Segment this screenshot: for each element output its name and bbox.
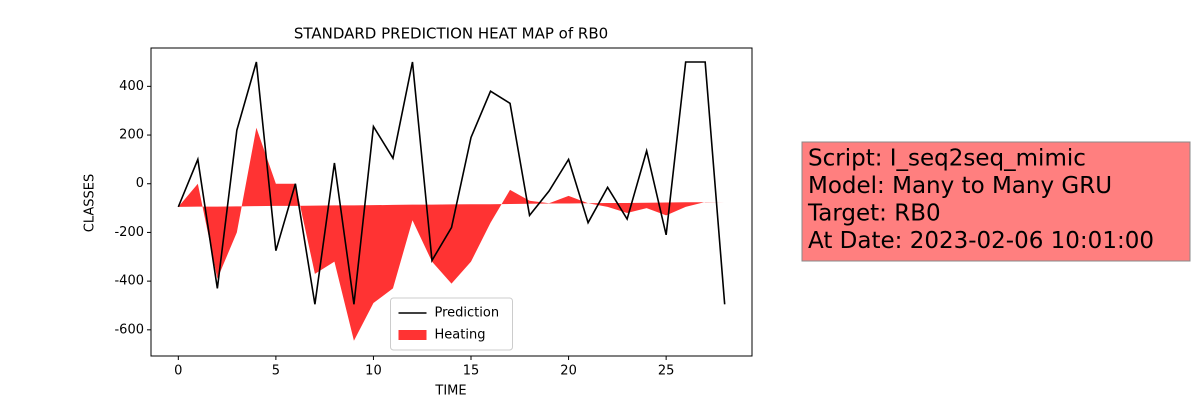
x-tick-label: 10: [365, 364, 382, 379]
x-tick-label: 20: [560, 364, 577, 379]
y-tick-label: -600: [114, 322, 144, 337]
prediction-line: [177, 61, 726, 305]
annotation-line: Model: Many to Many GRU: [808, 173, 1112, 199]
x-axis-label: TIME: [434, 384, 466, 399]
y-tick-label: -400: [114, 274, 144, 289]
y-tick-label: 200: [119, 128, 144, 143]
y-tick-label: -200: [114, 225, 144, 240]
x-tick-label: 5: [272, 364, 280, 379]
annotation-box: [801, 141, 1191, 262]
heating-area: [178, 127, 725, 341]
y-axis-label: CLASSES: [83, 174, 98, 232]
legend-swatch: [398, 330, 427, 340]
legend-label: Prediction: [435, 306, 500, 321]
chart-title: STANDARD PREDICTION HEAT MAP of RB0: [294, 25, 608, 43]
x-tick-label: 0: [174, 364, 182, 379]
annotation-line: At Date: 2023-02-06 10:01:00: [808, 228, 1154, 254]
annotation-line: Script: I_seq2seq_mimic: [808, 146, 1086, 172]
legend-label: Heating: [435, 328, 486, 343]
y-tick-label: 0: [136, 176, 144, 191]
x-tick-label: 25: [658, 364, 675, 379]
plot-frame: [150, 47, 753, 357]
y-tick-label: 400: [119, 79, 144, 94]
x-tick-label: 15: [463, 364, 480, 379]
annotation-line: Target: RB0: [807, 201, 941, 227]
